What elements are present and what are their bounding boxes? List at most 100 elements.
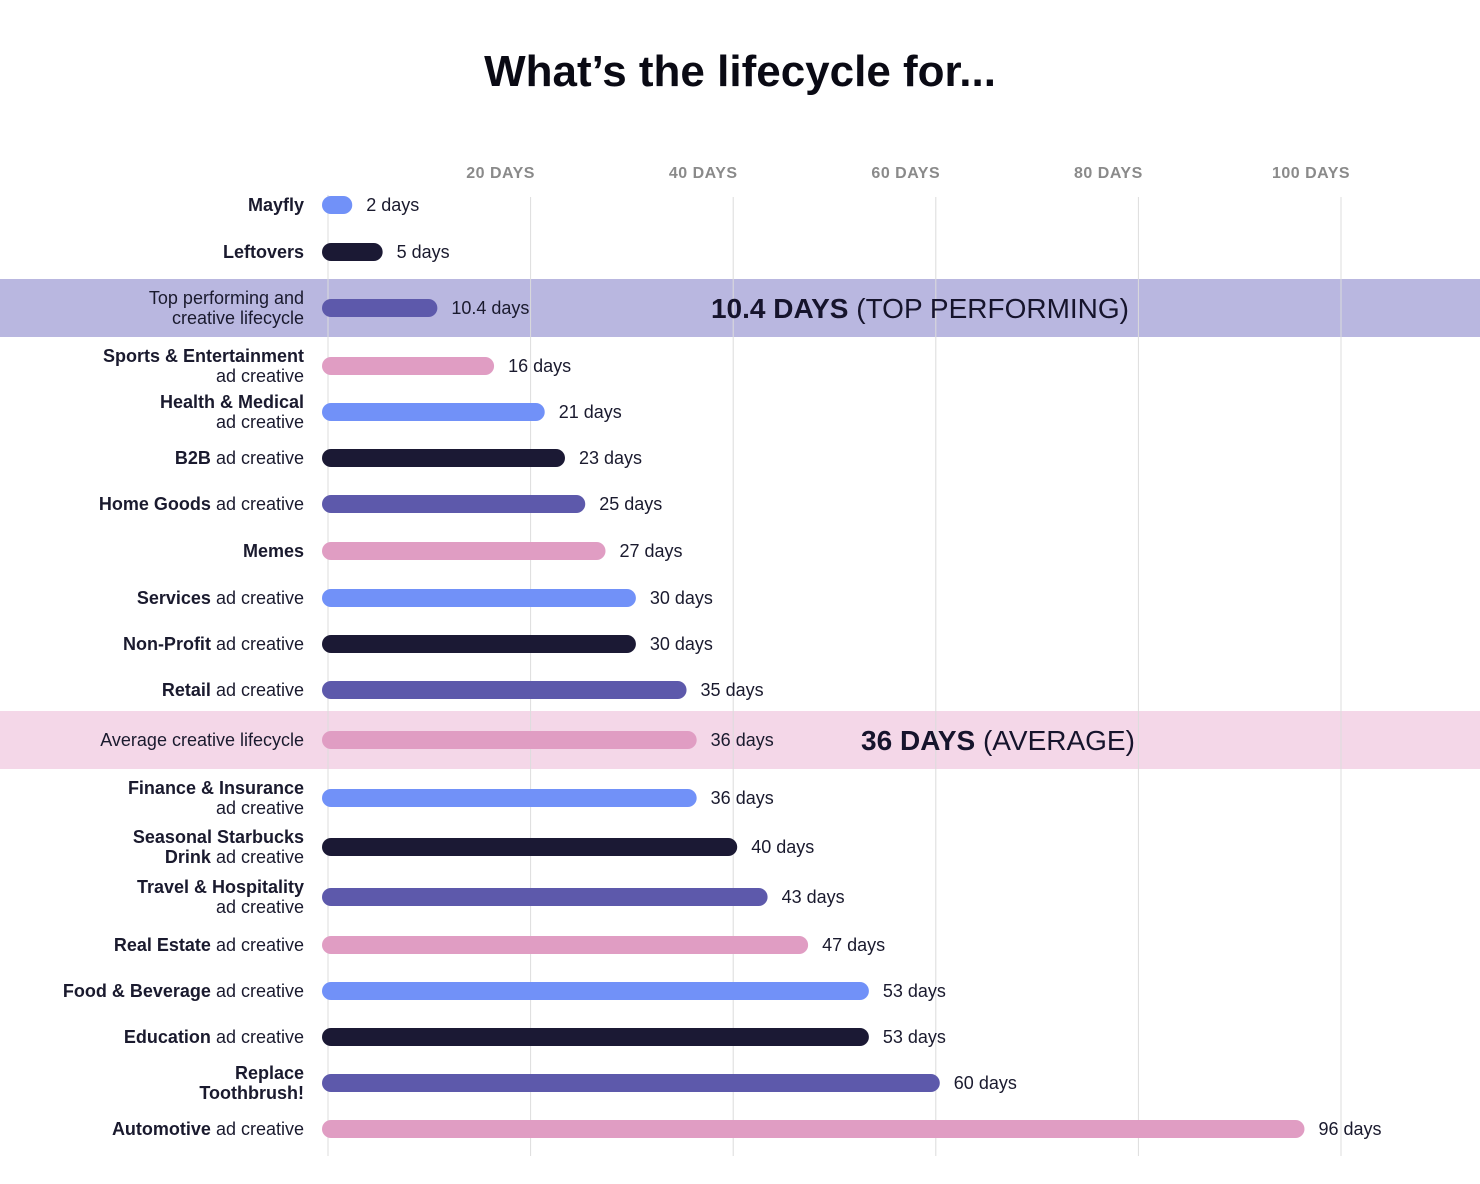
category-label: B2B ad creative <box>175 448 304 468</box>
tick-label-100: 100 DAYS <box>1272 165 1350 182</box>
value-label: 23 days <box>579 448 642 468</box>
bar-row-6: Home Goods ad creative 25 days <box>99 494 662 514</box>
bar-row-16: Food & Beverage ad creative 53 days <box>63 981 946 1001</box>
category-label: Memes <box>243 541 304 561</box>
gridlines <box>327 195 1342 1156</box>
highlight-band-2 <box>0 279 1480 337</box>
category-label: Drink ad creative <box>165 847 304 867</box>
bar-row-17: Education ad creative 53 days <box>124 1027 946 1047</box>
bar <box>322 1120 1305 1138</box>
value-label: 60 days <box>954 1073 1017 1093</box>
category-label: Home Goods ad creative <box>99 494 304 514</box>
bar <box>322 196 353 214</box>
category-label: Services ad creative <box>137 588 304 608</box>
value-label: 30 days <box>650 634 713 654</box>
bar <box>322 982 869 1000</box>
category-label: Toothbrush! <box>199 1083 304 1103</box>
category-label: ad creative <box>216 897 304 917</box>
category-label: Automotive ad creative <box>112 1119 304 1139</box>
category-label: ad creative <box>216 412 304 432</box>
category-label: Mayfly <box>248 195 304 215</box>
category-label: Retail ad creative <box>162 680 304 700</box>
chart-title: What’s the lifecycle for... <box>484 47 996 96</box>
bar <box>322 681 687 699</box>
bar <box>322 731 697 749</box>
tick-label-60: 60 DAYS <box>871 165 940 182</box>
category-label: Health & Medical <box>160 392 304 412</box>
bar <box>322 838 738 856</box>
category-label: Average creative lifecycle <box>100 730 304 750</box>
category-label: ad creative <box>216 798 304 818</box>
bar-row-5: B2B ad creative 23 days <box>175 448 642 468</box>
bar-row-15: Real Estate ad creative 47 days <box>114 935 885 955</box>
category-label: Leftovers <box>223 242 304 262</box>
bar-row-9: Non-Profit ad creative 30 days <box>123 634 713 654</box>
bar-row-8: Services ad creative 30 days <box>137 588 713 608</box>
value-label: 40 days <box>751 837 814 857</box>
category-label: Top performing and <box>149 288 304 308</box>
bar-row-10: Retail ad creative 35 days <box>162 680 764 700</box>
bar <box>322 589 636 607</box>
bar <box>322 1028 869 1046</box>
bar <box>322 357 495 375</box>
value-label: 96 days <box>1318 1119 1381 1139</box>
highlight-band-11 <box>0 711 1480 769</box>
callout-label: 10.4 DAYS (TOP PERFORMING) <box>711 293 1129 324</box>
value-label: 25 days <box>599 494 662 514</box>
value-label: 30 days <box>650 588 713 608</box>
value-label: 53 days <box>883 1027 946 1047</box>
bar-row-11: Average creative lifecycle 36 days 36 DAYS… <box>100 725 1135 756</box>
value-label: 36 days <box>711 730 774 750</box>
value-label: 5 days <box>397 242 450 262</box>
bar <box>322 1074 940 1092</box>
value-label: 21 days <box>559 402 622 422</box>
tick-label-80: 80 DAYS <box>1074 165 1143 182</box>
category-label: creative lifecycle <box>172 308 304 328</box>
callout-label: 36 DAYS (AVERAGE) <box>861 725 1135 756</box>
bar <box>322 449 565 467</box>
bar <box>322 635 636 653</box>
bar-row-7: Memes 27 days <box>243 541 683 561</box>
bar <box>322 789 697 807</box>
value-label: 36 days <box>711 788 774 808</box>
category-label: Sports & Entertainment <box>103 346 304 366</box>
category-label: Replace <box>235 1063 304 1083</box>
category-label: Real Estate ad creative <box>114 935 304 955</box>
category-label: Non-Profit ad creative <box>123 634 304 654</box>
tick-label-40: 40 DAYS <box>669 165 738 182</box>
bar <box>322 542 606 560</box>
category-label: Travel & Hospitality <box>137 877 304 897</box>
category-label: Finance & Insurance <box>128 778 304 798</box>
x-axis-ticks: 20 DAYS 40 DAYS 60 DAYS 80 DAYS 100 DAYS <box>466 165 1350 182</box>
value-label: 43 days <box>782 887 845 907</box>
value-label: 35 days <box>701 680 764 700</box>
bar <box>322 888 768 906</box>
value-label: 2 days <box>366 195 419 215</box>
bar-row-1: Leftovers 5 days <box>223 242 450 262</box>
bar-rows: Mayfly 2 days Leftovers 5 days Top performin… <box>63 195 1382 1139</box>
value-label: 27 days <box>620 541 683 561</box>
value-label: 47 days <box>822 935 885 955</box>
value-label: 53 days <box>883 981 946 1001</box>
bar <box>322 243 383 261</box>
value-label: 10.4 days <box>451 298 529 318</box>
bar <box>322 936 809 954</box>
category-label: Seasonal Starbucks <box>133 827 304 847</box>
bar-row-19: Automotive ad creative 96 days <box>112 1119 1382 1139</box>
bar <box>322 495 586 513</box>
category-label: ad creative <box>216 366 304 386</box>
bar <box>322 299 438 317</box>
value-label: 16 days <box>508 356 571 376</box>
tick-label-20: 20 DAYS <box>466 165 535 182</box>
bar-row-0: Mayfly 2 days <box>248 195 419 215</box>
highlight-bands <box>0 279 1480 769</box>
bar <box>322 403 545 421</box>
